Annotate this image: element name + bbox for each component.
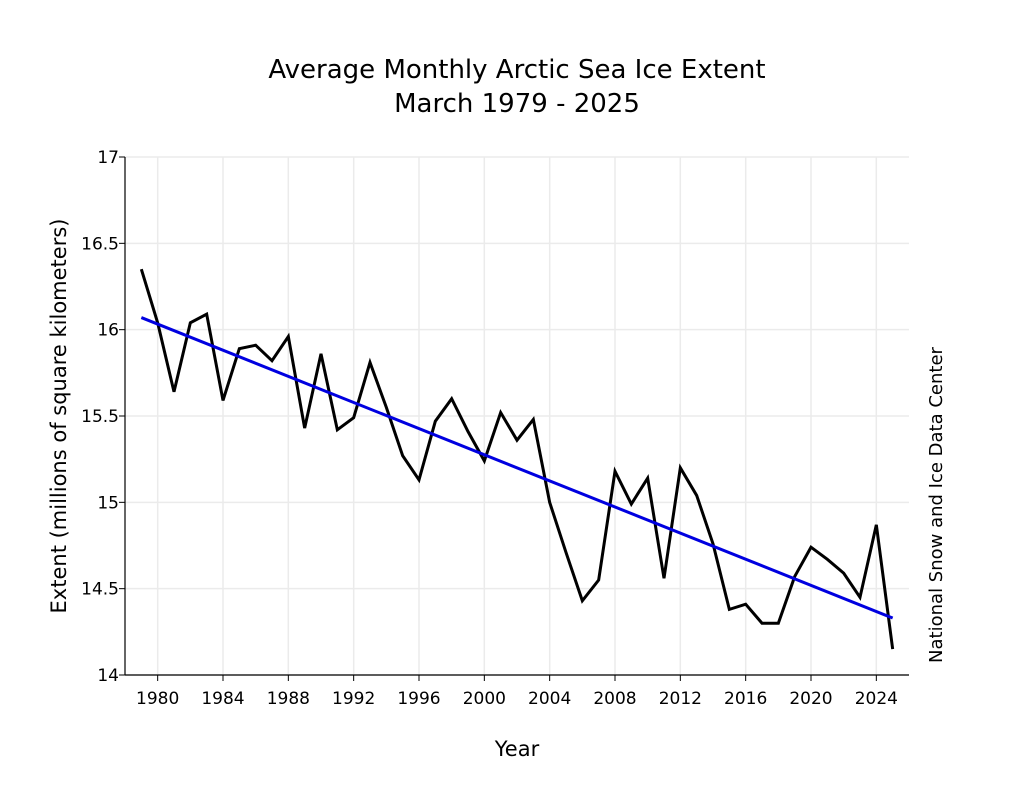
x-tick-label: 1980	[136, 689, 179, 709]
y-tick-label: 14.5	[81, 580, 119, 600]
chart-subtitle: March 1979 - 2025	[394, 89, 640, 119]
x-tick-label: 2024	[855, 689, 898, 709]
x-tick-label: 1984	[201, 689, 244, 709]
x-tick-label: 2012	[659, 689, 702, 709]
x-tick-label: 1988	[267, 689, 310, 709]
trend-line	[141, 318, 892, 618]
x-tick-label: 2000	[463, 689, 506, 709]
x-tick-label: 2004	[528, 689, 571, 709]
x-tick-label: 2016	[724, 689, 767, 709]
grid	[125, 157, 909, 675]
y-tick-label: 15	[97, 493, 119, 513]
credit-label: National Snow and Ice Data Center	[926, 346, 947, 662]
chart-title: Average Monthly Arctic Sea Ice Extent	[268, 55, 765, 85]
y-tick-label: 15.5	[81, 407, 119, 427]
y-tick-label: 16	[97, 321, 119, 341]
x-tick-label: 2020	[789, 689, 832, 709]
y-tick-label: 14	[97, 666, 119, 686]
extent-line	[141, 269, 892, 649]
x-tick-label: 1996	[397, 689, 440, 709]
y-tick-label: 17	[97, 148, 119, 168]
x-axis-label: Year	[494, 737, 540, 761]
x-tick-label: 2008	[593, 689, 636, 709]
y-axis-label: Extent (millions of square kilometers)	[47, 219, 71, 614]
series-group	[141, 269, 893, 649]
y-tick-label: 16.5	[81, 234, 119, 254]
x-tick-label: 1992	[332, 689, 375, 709]
